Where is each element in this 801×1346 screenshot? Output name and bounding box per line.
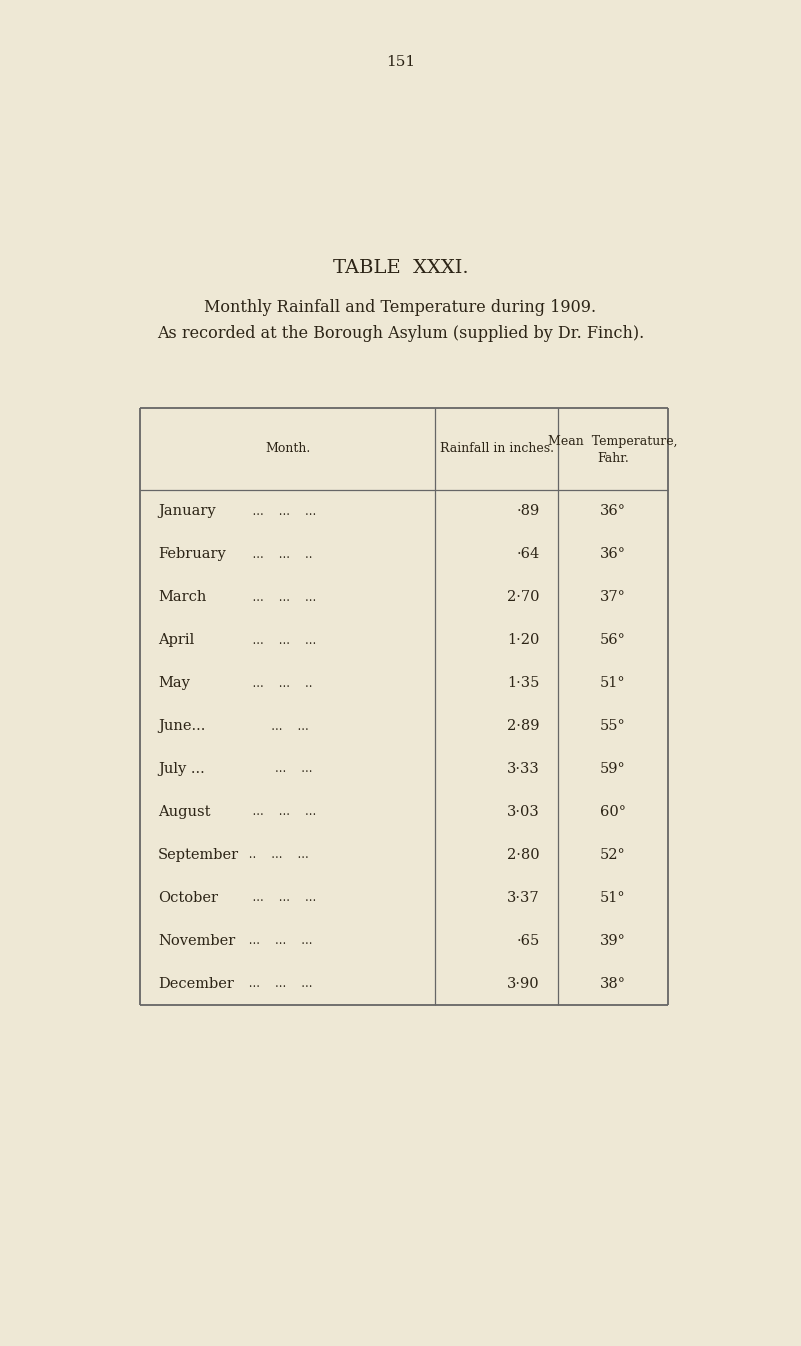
Text: Rainfall in inches.: Rainfall in inches. (440, 443, 553, 455)
Text: 2·70: 2·70 (508, 591, 540, 604)
Text: 3·33: 3·33 (507, 762, 540, 775)
Text: February: February (158, 548, 226, 561)
Text: March: March (158, 591, 207, 604)
Text: 60°: 60° (600, 805, 626, 818)
Text: 38°: 38° (600, 977, 626, 991)
Text: 1·35: 1·35 (508, 676, 540, 690)
Text: September: September (158, 848, 239, 861)
Text: ...    ...    ...: ... ... ... (245, 934, 312, 948)
Text: 39°: 39° (600, 934, 626, 948)
Text: Monthly Rainfall and Temperature during 1909.: Monthly Rainfall and Temperature during … (204, 299, 597, 315)
Text: ...    ...    ...: ... ... ... (245, 591, 316, 604)
Text: ..    ...    ...: .. ... ... (245, 848, 308, 861)
Text: November: November (158, 934, 235, 948)
Text: ...    ...    ..: ... ... .. (245, 548, 312, 561)
Text: April: April (158, 633, 195, 647)
Text: Month.: Month. (265, 443, 310, 455)
Text: December: December (158, 977, 234, 991)
Text: 3·90: 3·90 (507, 977, 540, 991)
Text: ...    ...    ...: ... ... ... (245, 805, 316, 818)
Text: 52°: 52° (600, 848, 626, 861)
Text: ...    ...: ... ... (245, 762, 312, 775)
Text: As recorded at the Borough Asylum (supplied by Dr. Finch).: As recorded at the Borough Asylum (suppl… (157, 326, 644, 342)
Text: August: August (158, 805, 211, 818)
Text: 151: 151 (386, 55, 415, 69)
Text: 2·80: 2·80 (507, 848, 540, 861)
Text: 56°: 56° (600, 633, 626, 647)
Text: ...    ...    ...: ... ... ... (245, 977, 312, 991)
Text: 2·89: 2·89 (508, 719, 540, 734)
Text: 51°: 51° (600, 676, 626, 690)
Text: 1·20: 1·20 (508, 633, 540, 647)
Text: ...    ...    ...: ... ... ... (245, 891, 316, 905)
Text: June...: June... (158, 719, 205, 734)
Text: Mean  Temperature,: Mean Temperature, (548, 435, 678, 447)
Text: 36°: 36° (600, 548, 626, 561)
Text: ·65: ·65 (517, 934, 540, 948)
Text: 3·37: 3·37 (507, 891, 540, 905)
Text: 36°: 36° (600, 505, 626, 518)
Text: ·89: ·89 (517, 505, 540, 518)
Text: 55°: 55° (600, 719, 626, 734)
Text: TABLE  XXXI.: TABLE XXXI. (332, 258, 469, 277)
Text: Fahr.: Fahr. (597, 452, 629, 466)
Text: ...    ...    ...: ... ... ... (245, 634, 316, 646)
Text: 37°: 37° (600, 591, 626, 604)
Text: October: October (158, 891, 218, 905)
Text: January: January (158, 505, 215, 518)
Text: 3·03: 3·03 (507, 805, 540, 818)
Text: 51°: 51° (600, 891, 626, 905)
Text: ...    ...    ...: ... ... ... (245, 505, 316, 518)
Text: 59°: 59° (600, 762, 626, 775)
Text: ...    ...: ... ... (245, 720, 308, 732)
Text: ...    ...    ..: ... ... .. (245, 677, 312, 689)
Text: May: May (158, 676, 190, 690)
Text: July ...: July ... (158, 762, 205, 775)
Text: ·64: ·64 (517, 548, 540, 561)
